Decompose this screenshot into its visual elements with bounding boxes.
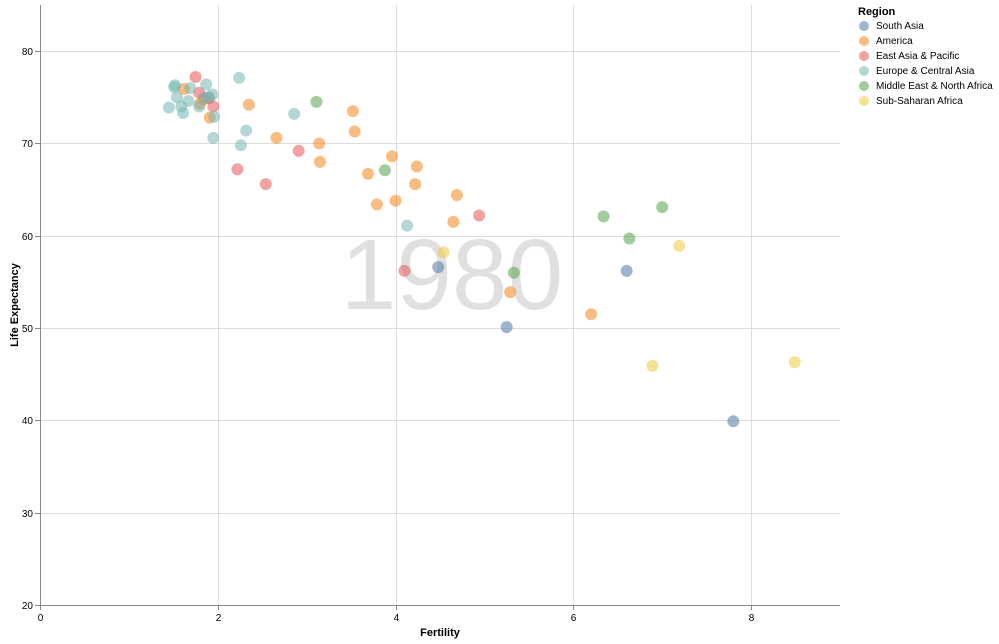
data-point-south-asia xyxy=(620,264,633,277)
data-point-middle-east-north-africa xyxy=(378,164,391,177)
x-tick-label: 6 xyxy=(571,613,577,624)
data-point-europe-central-asia xyxy=(401,219,414,232)
data-point-east-asia-pacific xyxy=(189,71,202,83)
data-point-europe-central-asia xyxy=(162,101,175,114)
data-point-europe-central-asia xyxy=(200,78,213,91)
legend-label: America xyxy=(876,36,913,47)
legend: Region South Asia America East Asia & Paci… xyxy=(858,6,993,107)
data-point-america xyxy=(348,125,361,138)
legend-title: Region xyxy=(858,6,896,18)
legend-symbol xyxy=(859,81,869,91)
y-axis-title: Life Expectancy xyxy=(9,262,21,347)
legend-label: East Asia & Pacific xyxy=(876,51,959,62)
data-point-europe-central-asia xyxy=(193,100,206,113)
data-point-south-asia xyxy=(500,321,513,334)
data-point-europe-central-asia xyxy=(233,71,246,84)
data-point-middle-east-north-africa xyxy=(597,210,610,223)
legend-symbol xyxy=(859,66,869,76)
axes: 0 2 4 6 8 20 30 40 50 60 70 80 xyxy=(22,5,840,624)
data-point-east-asia-pacific xyxy=(473,209,486,222)
data-point-europe-central-asia xyxy=(177,107,190,119)
data-point-america xyxy=(409,178,422,191)
data-point-america xyxy=(389,194,402,207)
data-points xyxy=(162,71,801,428)
data-point-sub-saharan-africa xyxy=(673,239,686,252)
data-point-america xyxy=(386,150,398,163)
data-point-sub-saharan-africa xyxy=(437,246,450,259)
data-point-america xyxy=(314,155,326,168)
y-tick-label: 60 xyxy=(22,232,34,243)
data-point-europe-central-asia xyxy=(240,124,253,137)
data-point-america xyxy=(346,105,359,118)
legend-symbol xyxy=(859,36,869,46)
data-point-middle-east-north-africa xyxy=(656,201,669,214)
data-point-east-asia-pacific xyxy=(231,163,244,176)
data-point-middle-east-north-africa xyxy=(623,232,636,245)
data-point-east-asia-pacific xyxy=(207,100,220,113)
y-tick-label: 80 xyxy=(22,47,34,58)
year-watermark: 1980 xyxy=(341,219,563,331)
x-tick-label: 0 xyxy=(38,613,44,624)
y-tick-label: 70 xyxy=(22,139,34,150)
y-tick-label: 30 xyxy=(22,509,34,520)
data-point-america xyxy=(313,137,326,150)
data-point-east-asia-pacific xyxy=(398,264,411,277)
legend-label: Europe & Central Asia xyxy=(876,66,975,77)
legend-label: Sub-Saharan Africa xyxy=(876,96,963,107)
x-axis-title: Fertility xyxy=(420,627,461,639)
data-point-europe-central-asia xyxy=(288,107,301,120)
x-tick-label: 8 xyxy=(749,613,755,624)
legend-label: Middle East & North Africa xyxy=(876,81,993,92)
data-point-europe-central-asia xyxy=(234,139,247,152)
y-tick-label: 50 xyxy=(22,324,34,335)
data-point-europe-central-asia xyxy=(184,82,197,95)
y-tick-label: 20 xyxy=(22,601,34,612)
data-point-sub-saharan-africa xyxy=(788,356,801,369)
data-point-middle-east-north-africa xyxy=(507,266,520,279)
data-point-sub-saharan-africa xyxy=(646,359,659,372)
data-point-europe-central-asia xyxy=(170,91,183,104)
legend-symbol xyxy=(859,96,869,106)
x-tick-label: 2 xyxy=(216,613,222,624)
legend-symbol xyxy=(859,51,869,61)
data-point-europe-central-asia xyxy=(206,88,219,101)
grid-lines xyxy=(40,5,840,605)
data-point-america xyxy=(450,189,463,202)
data-point-america xyxy=(370,198,383,211)
legend-label: South Asia xyxy=(876,21,924,32)
data-point-east-asia-pacific xyxy=(292,144,305,157)
data-point-middle-east-north-africa xyxy=(310,95,323,108)
data-point-east-asia-pacific xyxy=(259,178,272,191)
data-point-america xyxy=(270,131,283,144)
y-tick-label: 40 xyxy=(22,416,34,427)
data-point-europe-central-asia xyxy=(208,110,221,123)
data-point-america xyxy=(410,160,423,173)
data-point-america xyxy=(447,215,460,228)
data-point-south-asia xyxy=(432,261,445,274)
data-point-europe-central-asia xyxy=(207,131,220,144)
x-tick-label: 4 xyxy=(394,613,400,624)
data-point-europe-central-asia xyxy=(169,79,182,92)
legend-symbol xyxy=(859,21,869,31)
data-point-america xyxy=(504,286,517,299)
data-point-south-asia xyxy=(727,415,740,428)
data-point-america xyxy=(585,308,598,321)
data-point-america xyxy=(242,98,255,111)
data-point-america xyxy=(362,167,374,180)
data-point-europe-central-asia xyxy=(182,95,195,107)
